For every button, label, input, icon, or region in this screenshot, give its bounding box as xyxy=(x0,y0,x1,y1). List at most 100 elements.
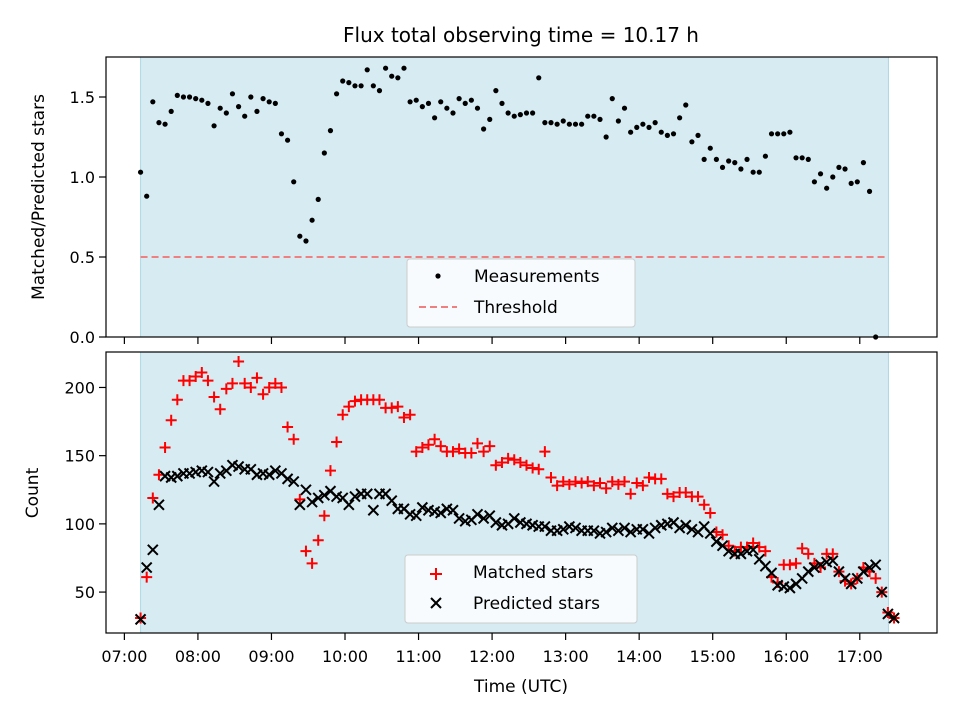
matched-star-point xyxy=(190,371,202,383)
measurement-point xyxy=(854,179,860,185)
matched-star-point xyxy=(606,476,618,488)
matched-star-point xyxy=(306,557,318,569)
matched-star-point xyxy=(141,571,153,583)
predicted-star-point xyxy=(416,501,429,514)
predicted-star-point xyxy=(600,526,612,538)
measurement-point xyxy=(646,124,652,130)
matched-star-point xyxy=(373,394,385,406)
matched-star-point xyxy=(759,545,771,557)
matched-star-point xyxy=(588,480,600,492)
measurement-point xyxy=(309,217,315,223)
matched-star-point xyxy=(496,456,508,468)
predicted-star-point xyxy=(802,565,814,578)
matched-star-point xyxy=(533,463,545,475)
top-y-tick-label: 1.5 xyxy=(70,88,95,107)
matched-star-point xyxy=(747,537,759,549)
measurement-point xyxy=(677,115,683,121)
measurement-point xyxy=(738,166,744,172)
predicted-star-point xyxy=(735,548,747,560)
bottom-y-tick-label: 50 xyxy=(75,583,95,602)
predicted-star-point xyxy=(649,522,661,534)
measurement-point xyxy=(272,100,278,106)
matched-star-point xyxy=(226,377,238,389)
predicted-star-point xyxy=(447,504,459,516)
x-tick-label: 15:00 xyxy=(690,647,736,666)
measurement-point xyxy=(621,105,628,111)
measurement-point xyxy=(413,97,419,103)
matched-star-point xyxy=(717,529,729,541)
matched-star-point xyxy=(208,391,220,403)
matched-star-point xyxy=(324,465,336,477)
predicted-star-point xyxy=(673,522,686,534)
predicted-star-point xyxy=(539,520,551,533)
matched-star-point xyxy=(245,381,257,393)
predicted-star-point xyxy=(349,490,361,503)
measurement-point xyxy=(382,65,389,71)
bottom-y-tick-label: 150 xyxy=(64,447,95,466)
matched-star-point xyxy=(698,499,710,511)
matched-star-point xyxy=(784,559,796,571)
measurement-point xyxy=(425,100,432,106)
matched-star-point xyxy=(527,462,539,474)
measurement-point xyxy=(254,108,260,114)
predicted-star-point xyxy=(508,512,520,525)
measurement-point xyxy=(468,97,474,103)
legend-threshold-label: Threshold xyxy=(473,298,558,318)
measurement-point xyxy=(235,104,242,110)
matched-star-point xyxy=(447,446,459,458)
matched-star-point xyxy=(661,488,673,500)
matched-star-point xyxy=(202,375,214,387)
predicted-star-point xyxy=(686,523,698,536)
predicted-star-point xyxy=(765,567,778,579)
measurement-point xyxy=(315,196,321,202)
predicted-star-point xyxy=(588,524,600,537)
matched-star-point xyxy=(802,548,814,560)
legend-matched-label: Matched stars xyxy=(473,563,593,583)
predicted-star-point xyxy=(624,526,637,538)
bottom-legend: Matched stars Predicted stars xyxy=(404,554,638,624)
predicted-star-point xyxy=(153,499,165,511)
measurement-point xyxy=(511,113,517,119)
measurement-point xyxy=(866,188,873,194)
measurement-point xyxy=(186,94,193,100)
predicted-star-point xyxy=(269,464,282,477)
measurement-point xyxy=(695,132,701,138)
predicted-star-point xyxy=(680,519,692,531)
measurement-point xyxy=(652,120,658,126)
measurement-point xyxy=(358,83,364,89)
measurement-point xyxy=(266,99,272,105)
legend-measurements-label: Measurements xyxy=(474,267,600,287)
matched-star-point xyxy=(251,372,263,384)
measurement-point xyxy=(474,105,481,111)
measurement-point xyxy=(180,94,187,100)
predicted-star-point xyxy=(140,561,153,574)
predicted-star-point xyxy=(710,535,723,548)
matched-star-point xyxy=(723,540,735,552)
measurement-point xyxy=(572,121,579,127)
matched-star-point xyxy=(790,557,802,569)
x-tick-label: 16:00 xyxy=(763,647,809,666)
bottom-y-tick-label: 100 xyxy=(64,515,95,534)
matched-star-point xyxy=(288,433,300,445)
measurement-point xyxy=(530,110,536,116)
matched-star-point xyxy=(410,446,422,458)
matched-star-point xyxy=(704,507,716,519)
matched-star-point xyxy=(643,471,655,483)
measurement-point xyxy=(376,88,383,94)
measurement-point xyxy=(333,91,340,97)
measurement-point xyxy=(517,112,523,118)
measurement-point xyxy=(689,139,695,145)
measurement-point xyxy=(707,145,713,151)
predicted-star-point xyxy=(312,492,324,504)
predicted-star-point xyxy=(747,544,759,556)
matched-star-point xyxy=(337,409,349,421)
matched-star-point xyxy=(294,493,306,505)
x-tick-label: 17:00 xyxy=(837,647,883,666)
measurement-point xyxy=(481,126,487,132)
matched-star-point xyxy=(539,446,551,458)
matched-star-point xyxy=(220,383,232,395)
matched-star-point xyxy=(257,388,269,400)
measurement-point xyxy=(217,105,223,111)
measurement-point xyxy=(389,73,395,79)
measurement-point xyxy=(609,96,615,102)
